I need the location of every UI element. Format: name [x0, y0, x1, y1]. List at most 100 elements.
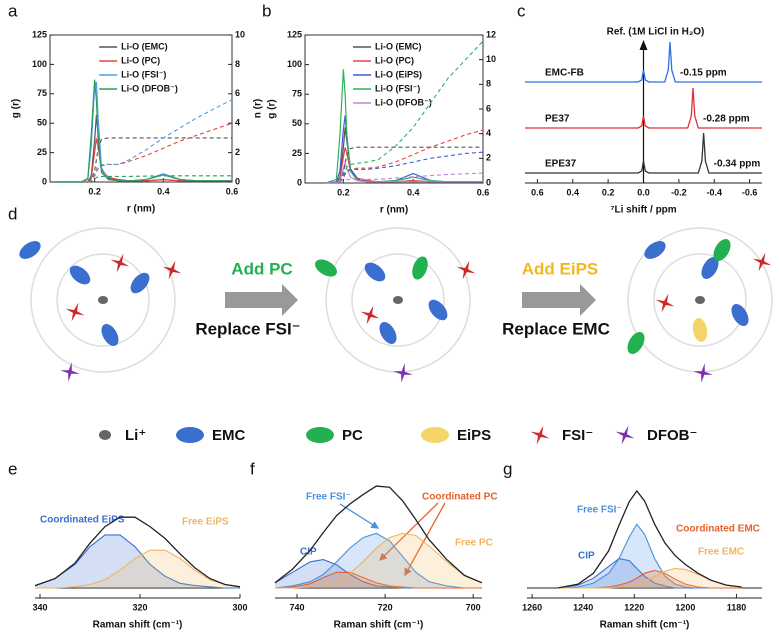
x-tick-label: 0.2 [88, 186, 101, 196]
molecule [692, 318, 708, 342]
step-arrow [225, 284, 298, 316]
reference-label: Ref. (1M LiCl in H₂O) [607, 27, 705, 38]
rdf-line [53, 114, 232, 183]
x-tick-label: -0.4 [706, 187, 722, 197]
y2-tick-label: 8 [235, 59, 240, 69]
reference-arrowhead [639, 40, 648, 50]
x-axis-label: Raman shift (cm⁻¹) [334, 620, 424, 631]
rdf-line [53, 81, 232, 183]
molecule [364, 262, 386, 282]
x-tick-label: -0.2 [671, 187, 687, 197]
molecule [101, 324, 119, 346]
y-tick-label: 50 [292, 118, 302, 128]
y-tick-label: 25 [37, 147, 47, 157]
spectrum-line [525, 41, 762, 83]
legend-label: Li-O (FSI⁻) [375, 83, 420, 93]
step-replace: Replace FSI⁻ [195, 319, 300, 338]
solvation-shell [56, 253, 150, 347]
x-axis-label: Raman shift (cm⁻¹) [93, 620, 183, 631]
plot-frame [49, 34, 233, 183]
x-tick-label: 0.2 [602, 187, 615, 197]
y2-tick-label: 6 [486, 103, 491, 113]
spectrum-name: EPE37 [545, 159, 577, 170]
solvation-shell [30, 227, 176, 373]
spectrum-line [525, 132, 762, 174]
y-axis-label: g (r) [11, 99, 22, 118]
component-label: CIP [578, 551, 595, 562]
x-tick-label: 0.4 [407, 187, 420, 197]
anion [60, 362, 80, 382]
legend-label: Li-O (EiPS) [375, 69, 422, 79]
label-arrow [404, 502, 446, 577]
molecule [393, 296, 403, 304]
peak-label: -0.15 ppm [680, 68, 727, 79]
rdf-line [325, 160, 483, 184]
x-tick-label: 1260 [522, 602, 542, 612]
step-replace: Replace EMC [502, 319, 610, 338]
anion [752, 252, 772, 272]
molecule [69, 265, 91, 285]
envelope-line [557, 489, 742, 589]
anion [110, 253, 130, 273]
component-line [275, 532, 483, 589]
y-tick-label: 100 [32, 59, 47, 69]
solvation-shell [653, 253, 747, 347]
component-label: Free EiPS [182, 517, 229, 528]
component-label: Free EMC [698, 547, 744, 558]
x-tick-label: 0.6 [226, 186, 239, 196]
molecule [731, 304, 749, 326]
component-fill [275, 533, 482, 588]
rdf-line [325, 115, 483, 184]
rdf-line [53, 138, 232, 183]
x-tick-label: 1240 [573, 602, 593, 612]
label-arrow [379, 502, 439, 561]
y-tick-label: 75 [292, 89, 302, 99]
component-line [35, 549, 241, 589]
y2-tick-label: 0 [235, 176, 240, 186]
x-tick-label: 700 [466, 602, 481, 612]
x-tick-label: 0.4 [566, 187, 579, 197]
y2-tick-label: 4 [486, 128, 491, 138]
molecule [421, 427, 449, 443]
y2-tick-label: 4 [235, 118, 240, 128]
y-tick-label: 125 [287, 29, 302, 39]
component-line [274, 532, 482, 589]
panel-label: a [8, 1, 18, 20]
molecule [695, 296, 705, 304]
component-label: Free PC [455, 538, 493, 549]
legend-label: Li-O (PC) [375, 55, 414, 65]
x-tick-label: 1200 [675, 602, 695, 612]
cumulative-line [53, 122, 233, 183]
component-label: Free FSI⁻ [577, 505, 622, 516]
y2-tick-label: 10 [235, 29, 245, 39]
anion [393, 363, 413, 383]
molecule [428, 299, 448, 321]
x-tick-label: 740 [290, 602, 305, 612]
component-fill [557, 558, 742, 588]
y2-tick-label: 8 [486, 79, 491, 89]
x-axis-label: ⁷Li shift / ppm [610, 205, 676, 216]
y-tick-label: 75 [37, 88, 47, 98]
cumulative-line [53, 99, 233, 183]
y2-tick-label: 10 [486, 54, 496, 64]
x-axis-label: Raman shift (cm⁻¹) [600, 620, 690, 631]
molecule [19, 241, 41, 259]
y-tick-label: 25 [292, 148, 302, 158]
molecule [176, 427, 204, 443]
legend-label: Li-O (EMC) [375, 41, 422, 51]
legend-label: Li-O (FSI⁻) [121, 69, 166, 79]
legend-label: Li-O (DFOB⁻) [375, 97, 432, 107]
cumulative-line [325, 40, 484, 184]
legend-label: FSI⁻ [562, 427, 593, 444]
x-tick-label: 300 [232, 602, 247, 612]
molecule [713, 239, 731, 261]
molecule [379, 322, 397, 344]
y2-tick-label: 2 [486, 153, 491, 163]
x-tick-label: 720 [378, 602, 393, 612]
legend-label: PC [342, 427, 363, 444]
panel-label: e [8, 459, 17, 478]
x-tick-label: 0.2 [337, 187, 350, 197]
anion [65, 302, 85, 322]
component-fill [557, 524, 742, 588]
anion [360, 305, 380, 325]
